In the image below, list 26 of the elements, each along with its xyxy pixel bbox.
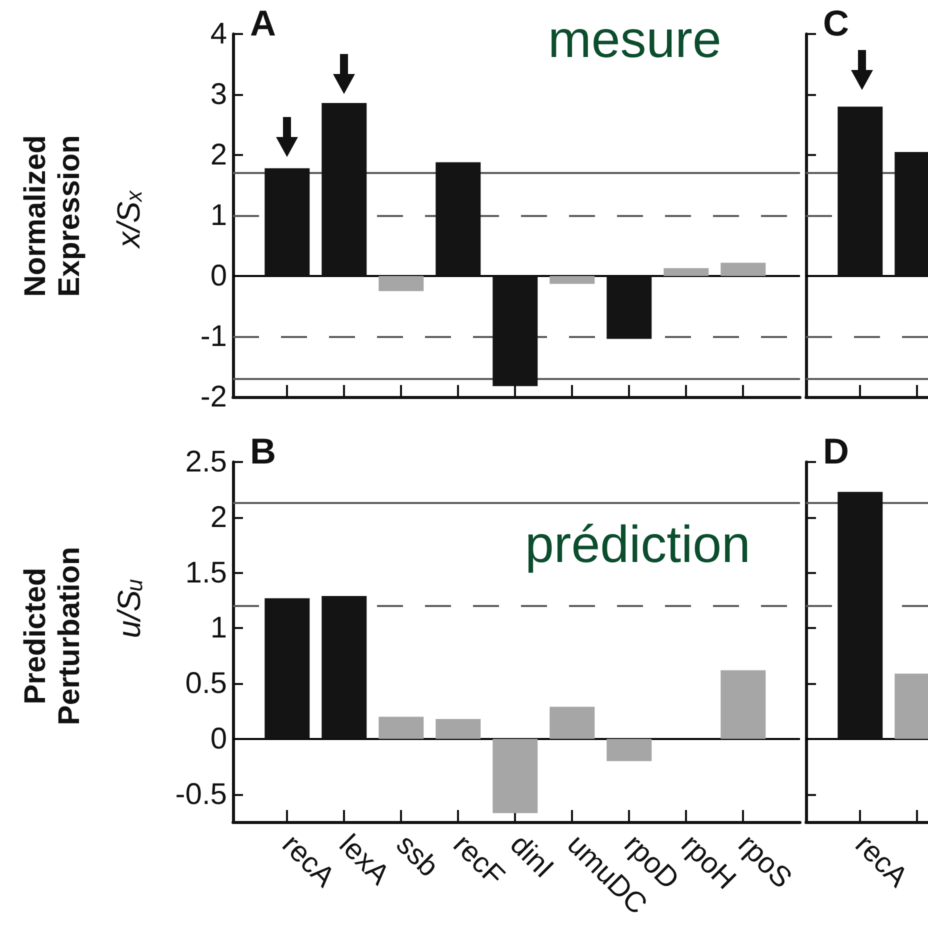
y-tick-label: 0 (210, 722, 227, 756)
chart-title: D (823, 430, 849, 472)
text: x/Sₓ (110, 189, 148, 248)
y-tick-label: 1 (210, 199, 227, 232)
chart-title: B (250, 430, 276, 472)
x-tick-label: ssb (390, 828, 444, 884)
annotation: prédiction (525, 515, 750, 575)
y-tick-label: 0 (210, 260, 227, 292)
y-tick-label: 2 (210, 138, 227, 172)
y-axis-title: Predicted Perturbation (19, 546, 87, 728)
y-tick-label: 2 (210, 500, 227, 534)
y-tick-label: 3 (210, 78, 227, 111)
x-tick-label: recF (446, 828, 510, 892)
y-tick-label: 0.5 (185, 667, 227, 700)
y-axis-title: Normalized Expression (19, 134, 87, 299)
y-tick-label: 1.5 (185, 556, 227, 590)
y-tick-label: 2.5 (185, 446, 227, 478)
y-tick-label: -2 (200, 380, 227, 414)
chart-title: C (823, 2, 849, 44)
y-tick-label: -0.5 (175, 778, 227, 811)
y-tick-label: 1 (210, 612, 227, 645)
chart-title: A (250, 2, 276, 44)
annotation: mesure (548, 10, 722, 70)
y-tick-label: 4 (210, 18, 227, 50)
y-tick-label: -1 (200, 320, 227, 353)
text: u/Sᵤ (111, 578, 148, 638)
